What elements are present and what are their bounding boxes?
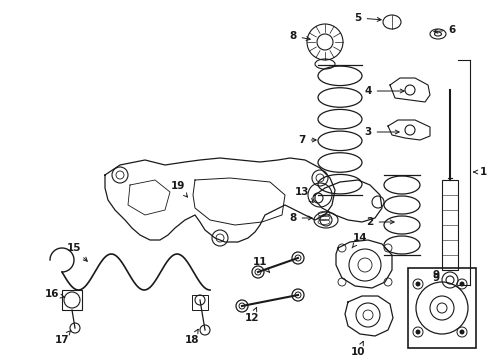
Text: 19: 19	[171, 181, 188, 197]
Text: 13: 13	[295, 187, 313, 202]
Text: 5: 5	[354, 13, 381, 23]
Text: 8: 8	[290, 213, 312, 223]
Text: 12: 12	[245, 307, 259, 323]
Bar	[62, 290, 82, 310]
Text: 18: 18	[185, 329, 199, 345]
Text: 16: 16	[45, 289, 65, 299]
Bar	[442, 180, 458, 270]
Circle shape	[416, 282, 420, 287]
Circle shape	[460, 282, 465, 287]
Text: 6: 6	[434, 25, 456, 35]
Text: 7: 7	[298, 135, 316, 145]
Text: 15: 15	[67, 243, 87, 261]
Text: 9: 9	[433, 273, 440, 283]
Bar	[192, 295, 208, 310]
Text: 8: 8	[290, 31, 310, 41]
Text: 4: 4	[364, 86, 404, 96]
Text: 17: 17	[55, 330, 71, 345]
Text: 10: 10	[351, 341, 365, 357]
Text: 9: 9	[433, 270, 440, 280]
Circle shape	[460, 329, 465, 334]
Circle shape	[416, 329, 420, 334]
Bar	[408, 268, 476, 348]
Text: 11: 11	[253, 257, 270, 272]
Text: 3: 3	[365, 127, 399, 137]
Text: 2: 2	[367, 217, 394, 227]
Text: 1: 1	[473, 167, 487, 177]
Text: 14: 14	[352, 233, 368, 248]
